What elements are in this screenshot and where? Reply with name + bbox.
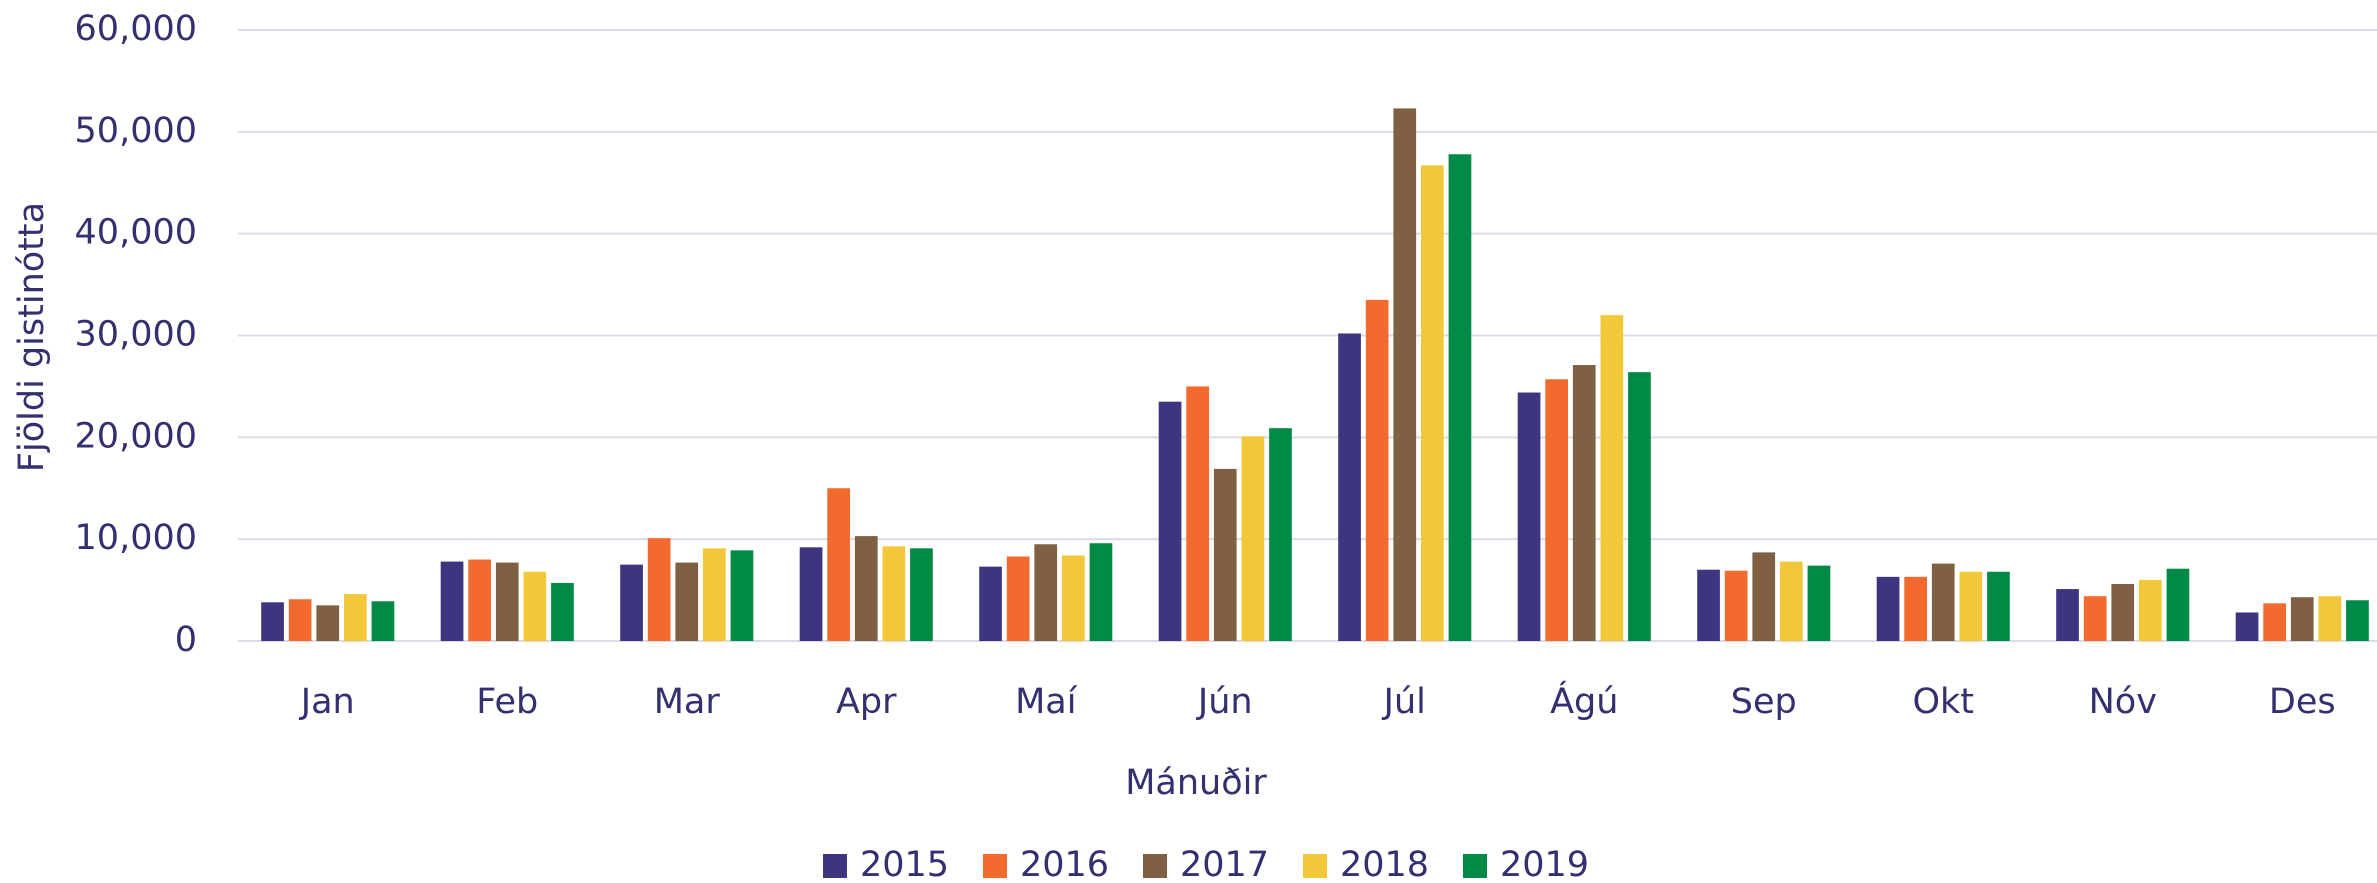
bar bbox=[261, 602, 284, 641]
bar bbox=[979, 566, 1002, 641]
legend-label: 2018 bbox=[1340, 845, 1429, 883]
bar bbox=[468, 559, 491, 641]
bar bbox=[1600, 315, 1624, 641]
bar bbox=[675, 562, 699, 641]
bar bbox=[2290, 597, 2314, 641]
bar bbox=[2111, 583, 2135, 641]
bar bbox=[910, 548, 933, 641]
bar bbox=[1034, 544, 1058, 641]
y-tick-label: 50,000 bbox=[75, 111, 197, 151]
bar bbox=[1089, 543, 1113, 641]
legend-swatch bbox=[823, 854, 847, 878]
bar bbox=[620, 564, 643, 641]
x-tick-label: Des bbox=[2269, 682, 2336, 722]
bar bbox=[2056, 589, 2079, 641]
y-tick-label: 10,000 bbox=[75, 518, 197, 558]
bar bbox=[1365, 299, 1389, 641]
bar bbox=[1158, 401, 1182, 641]
bar bbox=[551, 582, 574, 641]
bar bbox=[854, 536, 878, 641]
bar bbox=[1393, 108, 1417, 641]
x-tick-label: Feb bbox=[476, 682, 538, 722]
bar bbox=[1572, 365, 1596, 641]
legend-swatch bbox=[1143, 854, 1167, 878]
bar bbox=[1628, 372, 1651, 641]
bar bbox=[2263, 603, 2286, 641]
bar bbox=[1241, 436, 1265, 641]
bar bbox=[440, 561, 464, 641]
bar bbox=[1186, 386, 1209, 641]
bar bbox=[1062, 555, 1085, 641]
legend-swatch bbox=[983, 854, 1007, 878]
x-axis-title: Mánuðir bbox=[1125, 763, 1267, 803]
y-tick-label: 0 bbox=[175, 620, 197, 660]
bar bbox=[1904, 576, 1927, 641]
legend-swatch bbox=[1303, 854, 1327, 878]
bar bbox=[495, 562, 519, 641]
bar bbox=[2346, 600, 2369, 641]
x-tick-label: Ágú bbox=[1550, 680, 1618, 722]
bar bbox=[1421, 165, 1444, 641]
legend-label: 2016 bbox=[1020, 845, 1109, 883]
bar bbox=[730, 550, 754, 641]
bar bbox=[288, 599, 312, 641]
bar bbox=[1987, 571, 2010, 641]
bar bbox=[1269, 428, 1292, 641]
bar bbox=[647, 538, 671, 641]
x-tick-label: Mar bbox=[654, 682, 721, 722]
bar bbox=[882, 546, 906, 641]
bar bbox=[2083, 596, 2107, 641]
bar bbox=[1876, 576, 1900, 641]
bar bbox=[1724, 570, 1748, 641]
bar bbox=[799, 547, 823, 641]
x-tick-label: Apr bbox=[836, 682, 897, 722]
bar bbox=[2318, 596, 2342, 641]
bar bbox=[344, 594, 367, 641]
legend-label: 2017 bbox=[1180, 845, 1269, 883]
x-tick-label: Nóv bbox=[2089, 682, 2157, 722]
x-tick-label: Jan bbox=[299, 682, 355, 722]
y-axis-title: Fjöldi gistinótta bbox=[12, 202, 52, 472]
legend-label: 2019 bbox=[1500, 845, 1589, 883]
bar bbox=[1517, 392, 1541, 641]
bar bbox=[1545, 379, 1568, 641]
bar bbox=[1752, 552, 1776, 641]
bar bbox=[1780, 561, 1803, 641]
bar bbox=[1213, 468, 1237, 641]
bar bbox=[1697, 569, 1720, 641]
bar bbox=[2166, 568, 2190, 641]
y-tick-label: 30,000 bbox=[75, 315, 197, 355]
x-tick-label: Júl bbox=[1382, 682, 1426, 722]
x-tick-label: Sep bbox=[1731, 682, 1797, 722]
bar bbox=[523, 571, 547, 641]
x-tick-label: Maí bbox=[1015, 682, 1078, 722]
y-tick-label: 20,000 bbox=[75, 416, 197, 456]
bar bbox=[1006, 556, 1030, 641]
legend-swatch bbox=[1463, 854, 1487, 878]
x-tick-label: Okt bbox=[1912, 682, 1974, 722]
y-tick-label: 40,000 bbox=[75, 213, 197, 253]
bar bbox=[371, 601, 395, 641]
bar bbox=[1931, 563, 1955, 641]
bar bbox=[703, 548, 726, 641]
bar bbox=[1807, 565, 1831, 641]
legend-label: 2015 bbox=[860, 845, 949, 883]
x-tick-label: Jún bbox=[1196, 682, 1253, 722]
bar bbox=[1448, 154, 1472, 641]
bar bbox=[316, 605, 340, 641]
bar bbox=[827, 488, 850, 641]
bar bbox=[2139, 579, 2162, 641]
bar bbox=[2235, 612, 2259, 641]
y-tick-label: 60,000 bbox=[75, 9, 197, 49]
bar bbox=[1338, 333, 1361, 641]
bar bbox=[1959, 571, 1983, 641]
